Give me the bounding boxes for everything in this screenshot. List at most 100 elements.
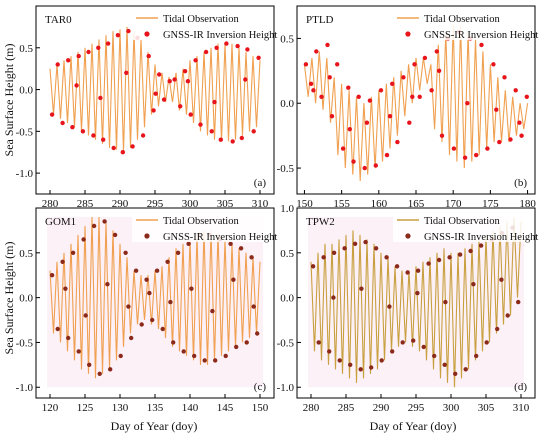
legend-background xyxy=(392,8,533,40)
data-point-gnss-ir xyxy=(112,232,118,238)
data-point-gnss-ir xyxy=(329,114,335,119)
data-point-gnss-ir xyxy=(331,295,336,300)
x-tick-label: 290 xyxy=(112,198,129,210)
y-tick-label: -1.0 xyxy=(16,382,34,394)
data-point-gnss-ir xyxy=(192,353,197,359)
data-point-gnss-ir xyxy=(181,349,186,354)
x-tick-label: 180 xyxy=(519,198,536,210)
data-point-gnss-ir xyxy=(405,270,410,275)
data-point-gnss-ir xyxy=(144,277,149,282)
data-point-gnss-ir xyxy=(224,41,229,46)
legend-label-gnss-ir: GNSS-IR Inversion Height xyxy=(424,30,538,41)
data-point-gnss-ir xyxy=(63,286,68,291)
x-tick-label: 305 xyxy=(217,198,234,210)
data-point-gnss-ir xyxy=(442,362,447,367)
data-point-gnss-ir xyxy=(123,250,128,255)
data-point-gnss-ir xyxy=(234,344,239,350)
y-tick-label: -0.5 xyxy=(277,337,295,349)
data-point-gnss-ir xyxy=(411,338,416,343)
station-label: TAR0 xyxy=(45,14,72,26)
x-tick-label: 120 xyxy=(42,402,59,414)
data-point-gnss-ir xyxy=(55,62,60,67)
data-point-gnss-ir xyxy=(426,261,431,266)
data-point-gnss-ir xyxy=(327,75,332,80)
data-point-gnss-ir xyxy=(356,94,361,100)
panel-label: (b) xyxy=(514,177,527,189)
data-point-gnss-ir xyxy=(238,246,244,251)
y-tick-label: 0.5 xyxy=(19,43,33,55)
x-tick-label: 160 xyxy=(371,198,388,210)
legend-label-gnss-ir: GNSS-IR Inversion Height xyxy=(163,232,277,243)
legend-label-gnss-ir: GNSS-IR Inversion Height xyxy=(424,232,538,243)
data-point-gnss-ir xyxy=(146,53,151,59)
legend-marker-swatch xyxy=(405,31,411,37)
data-point-gnss-ir xyxy=(118,353,123,359)
data-point-gnss-ir xyxy=(186,241,191,246)
x-tick-label: 280 xyxy=(303,402,320,414)
data-point-gnss-ir xyxy=(494,107,499,112)
y-tick-label: -0.5 xyxy=(16,126,34,138)
data-point-gnss-ir xyxy=(212,99,217,105)
data-point-gnss-ir xyxy=(120,150,126,155)
data-point-gnss-ir xyxy=(147,290,152,296)
data-point-gnss-ir xyxy=(325,42,330,48)
data-point-gnss-ir xyxy=(474,152,479,158)
data-point-gnss-ir xyxy=(379,358,384,363)
data-point-gnss-ir xyxy=(83,313,88,318)
data-point-gnss-ir xyxy=(256,55,261,60)
data-point-gnss-ir xyxy=(210,308,215,314)
data-point-gnss-ir xyxy=(171,340,176,345)
y-tick-label: -0.5 xyxy=(16,337,34,349)
data-point-gnss-ir xyxy=(249,255,254,260)
data-point-gnss-ir xyxy=(484,340,489,345)
data-point-gnss-ir xyxy=(421,344,426,350)
data-point-gnss-ir xyxy=(508,137,513,142)
panel-PTLD: 150 155 160 165 170 175 180 -0.5 0.0 0.5 PTLD (b) Ti… xyxy=(277,5,538,210)
x-tick-label: 150 xyxy=(296,198,313,210)
data-point-gnss-ir xyxy=(303,62,309,67)
x-tick-label: 135 xyxy=(147,402,164,414)
series-line-tidal-observation xyxy=(303,25,529,182)
data-point-gnss-ir xyxy=(98,95,103,101)
x-axis-label-left: Day of Year (doy) xyxy=(111,419,198,433)
data-point-gnss-ir xyxy=(182,69,188,74)
data-point-gnss-ir xyxy=(390,349,395,354)
y-tick-label: 0.0 xyxy=(280,98,294,110)
data-point-gnss-ir xyxy=(340,146,346,151)
data-point-gnss-ir xyxy=(55,326,60,332)
legend-marker-swatch xyxy=(144,31,150,37)
x-tick-label: 285 xyxy=(338,402,355,414)
y-tick-label: 0.0 xyxy=(19,293,33,305)
data-point-gnss-ir xyxy=(310,264,316,269)
data-point-gnss-ir xyxy=(231,277,236,282)
data-point-gnss-ir xyxy=(390,81,395,87)
data-point-gnss-ir xyxy=(60,259,65,264)
data-point-gnss-ir xyxy=(154,268,160,273)
data-point-gnss-ir xyxy=(367,98,373,103)
y-axis-label-top: Sea Surface Height (m) xyxy=(2,44,16,157)
x-tick-label: 145 xyxy=(217,402,234,414)
data-point-gnss-ir xyxy=(172,77,177,82)
data-point-gnss-ir xyxy=(495,326,500,332)
data-point-gnss-ir xyxy=(439,133,445,138)
legend-marker-swatch xyxy=(144,233,150,239)
x-tick-label: 295 xyxy=(147,198,164,210)
data-point-gnss-ir xyxy=(479,42,484,48)
data-point-gnss-ir xyxy=(161,97,167,102)
data-point-gnss-ir xyxy=(468,248,473,254)
x-tick-label: 300 xyxy=(182,198,199,210)
y-tick-label: 0.0 xyxy=(19,85,33,97)
data-point-gnss-ir xyxy=(49,273,55,278)
legend-background xyxy=(131,210,272,242)
data-point-gnss-ir xyxy=(209,129,214,134)
data-point-gnss-ir xyxy=(245,47,250,52)
data-point-gnss-ir xyxy=(436,257,442,263)
legend-label-gnss-ir: GNSS-IR Inversion Height xyxy=(163,30,277,41)
data-point-gnss-ir xyxy=(133,268,139,273)
data-point-gnss-ir xyxy=(485,146,490,151)
data-point-gnss-ir xyxy=(505,313,510,318)
data-point-gnss-ir xyxy=(168,299,173,305)
y-tick-label: 0.5 xyxy=(280,248,294,260)
x-tick-label: 170 xyxy=(445,198,462,210)
data-point-gnss-ir xyxy=(513,88,518,93)
